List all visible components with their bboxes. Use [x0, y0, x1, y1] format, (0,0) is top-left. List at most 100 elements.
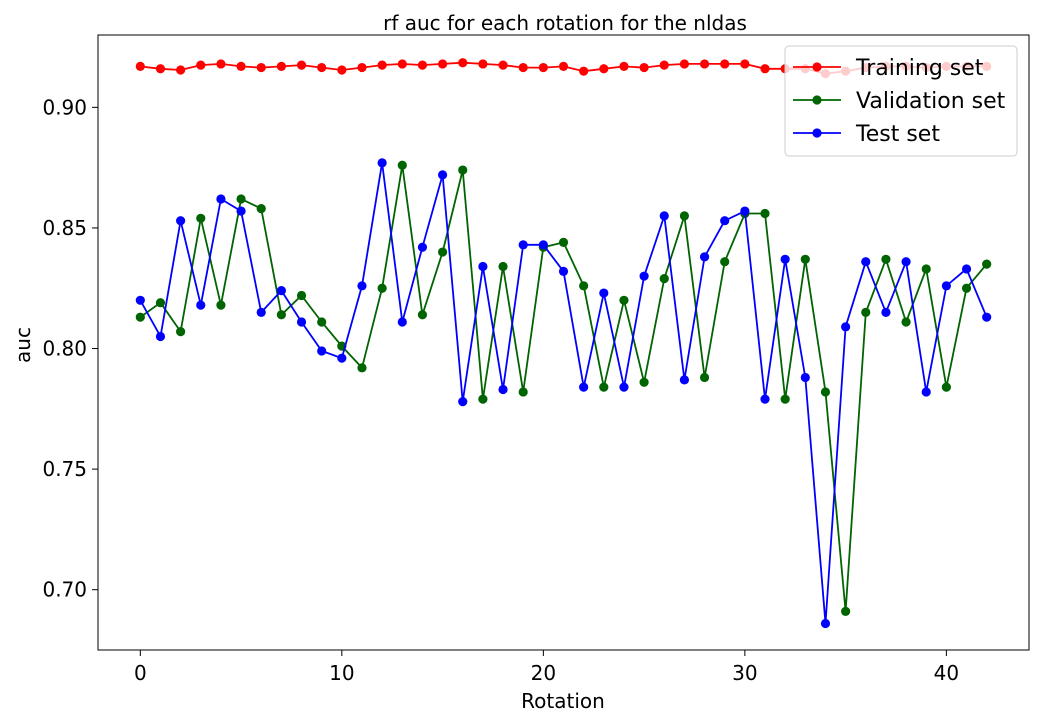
training-set-point [196, 60, 206, 70]
y-axis-label: auc [11, 327, 35, 363]
validation-set-point [820, 387, 831, 397]
training-set-point [377, 60, 387, 70]
test-set-point [216, 194, 226, 204]
x-tick-label: 20 [531, 661, 556, 685]
test-set-point [478, 261, 488, 272]
test-set-point [276, 286, 286, 296]
test-set-point [296, 317, 307, 327]
x-axis-label: Rotation [521, 689, 605, 713]
test-set-point [397, 317, 407, 327]
test-set-point [740, 206, 750, 216]
training-set-point [256, 62, 266, 73]
test-set-point [982, 312, 992, 322]
test-set-point [760, 394, 770, 404]
training-set-point [679, 59, 690, 69]
validation-set-point [317, 317, 327, 327]
legend-label-training-set: Training set [855, 56, 984, 81]
test-set-point [619, 382, 629, 392]
training-set-point [538, 62, 548, 73]
training-set-point [720, 59, 730, 69]
test-set-point [901, 257, 911, 267]
training-set-point [236, 61, 246, 71]
test-set-point [317, 346, 327, 356]
validation-set-point [579, 281, 589, 291]
test-set-point [458, 396, 468, 407]
legend-label-test-set: Test set [855, 122, 940, 147]
test-set-point [196, 300, 206, 310]
training-set-point [599, 64, 609, 74]
test-set-point [518, 240, 528, 250]
legend-box [784, 45, 1018, 157]
validation-set-point [296, 290, 307, 301]
validation-set-point [155, 298, 166, 308]
training-set-point [296, 60, 307, 70]
axis-ticks: 0 10 20 30 40 0.70 0.75 0.80 0.85 0.90 [42, 95, 959, 685]
validation-set-point [377, 283, 387, 293]
validation-set-point [599, 382, 609, 392]
validation-set-point [760, 208, 770, 219]
training-set-point [317, 62, 327, 73]
test-set-point [135, 295, 145, 305]
test-set-point [961, 264, 972, 274]
validation-set-point [881, 254, 891, 264]
legend-marker-validation-set [812, 95, 822, 105]
legend-marker-training-set [812, 62, 822, 72]
training-set-point [397, 59, 407, 69]
test-set-point [800, 372, 810, 383]
validation-set-point [780, 394, 790, 404]
test-set-point [941, 281, 951, 291]
test-set-point [176, 216, 186, 226]
validation-set-point [357, 363, 367, 373]
training-set-point [135, 61, 145, 71]
validation-set-point [921, 264, 931, 274]
legend-marker-test-set [812, 128, 822, 138]
chart-title: rf auc for each rotation for the nldas [383, 11, 747, 35]
training-set-point [437, 59, 448, 69]
test-set-point [780, 254, 790, 264]
x-tick-label: 30 [732, 661, 757, 685]
validation-set-point [861, 307, 871, 317]
validation-set-point [619, 295, 629, 305]
y-tick-label: 0.75 [42, 457, 87, 481]
training-set-point [558, 61, 569, 71]
test-set-point [236, 206, 246, 216]
validation-set-point [256, 204, 266, 214]
validation-set-point [518, 387, 528, 397]
test-set-point [437, 170, 448, 180]
validation-set-point [397, 160, 407, 170]
test-set-point [579, 382, 589, 392]
training-set-point [639, 62, 649, 73]
test-set-point [337, 353, 347, 363]
test-set-point [820, 618, 831, 629]
training-set-point [760, 64, 770, 74]
validation-set-point [458, 165, 468, 175]
training-set-point [337, 65, 347, 75]
x-tick-label: 40 [934, 661, 959, 685]
x-tick-label: 0 [134, 661, 147, 685]
validation-set-point [841, 606, 851, 617]
training-set-point [518, 62, 528, 73]
validation-set-point [720, 257, 730, 267]
y-tick-label: 0.80 [42, 337, 87, 361]
test-set-point [155, 331, 166, 342]
validation-set-point [176, 327, 186, 337]
test-set-point [881, 307, 891, 317]
training-set-point [498, 60, 508, 70]
test-set-point [639, 271, 649, 281]
validation-set-point [679, 211, 690, 221]
test-set-point [377, 158, 387, 168]
validation-set-point [417, 310, 428, 320]
validation-set-point [961, 283, 972, 293]
test-set-point [699, 252, 710, 262]
training-set-point [478, 59, 488, 69]
validation-set-point [639, 377, 649, 387]
validation-set-point [498, 261, 508, 272]
training-set-point [659, 60, 669, 70]
validation-set-point [437, 247, 448, 257]
test-set-point [417, 242, 428, 252]
test-set-point [538, 240, 548, 250]
test-set-point [558, 266, 569, 276]
test-set-point [720, 216, 730, 226]
test-set-point [599, 288, 609, 298]
y-tick-label: 0.90 [42, 95, 87, 119]
